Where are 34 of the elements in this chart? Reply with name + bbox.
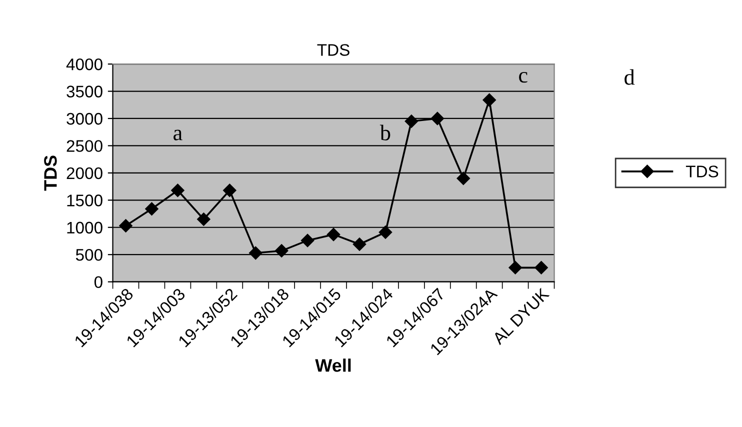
text: d: [624, 69, 635, 85]
y-tick-label: 0: [94, 276, 102, 288]
point: [404, 114, 418, 128]
annotation: a: [174, 130, 182, 140]
y-tick-label: 500: [76, 249, 102, 261]
annotation: b: [380, 124, 390, 140]
y-tick-label: 4000: [66, 58, 102, 70]
point: [300, 234, 314, 248]
point: [508, 261, 522, 274]
y-tick-label: 2000: [66, 167, 102, 180]
y-tick-label: 3500: [66, 86, 102, 98]
point: [119, 219, 132, 232]
y-tick-label: 1500: [67, 194, 102, 206]
point: [223, 184, 236, 197]
point: [171, 184, 184, 197]
point: [197, 212, 210, 226]
point: [378, 226, 392, 239]
point: [430, 112, 444, 126]
y-tick-label: 2500: [66, 140, 102, 152]
chart-title: TDS: [317, 44, 350, 56]
annotation: c: [519, 72, 528, 83]
point: [326, 228, 340, 242]
point: [352, 238, 366, 251]
point: [249, 246, 262, 260]
y-tick-label: 3000: [66, 112, 102, 125]
x-axis-title: Well: [315, 358, 351, 372]
y-axis-title: TDS: [44, 156, 57, 191]
point: [482, 93, 496, 107]
point: [275, 244, 288, 258]
point: [456, 172, 470, 185]
y-tick-label: 1000: [67, 222, 102, 234]
point: [145, 202, 158, 216]
legend-label: TDS: [686, 166, 718, 178]
point: [534, 261, 548, 274]
